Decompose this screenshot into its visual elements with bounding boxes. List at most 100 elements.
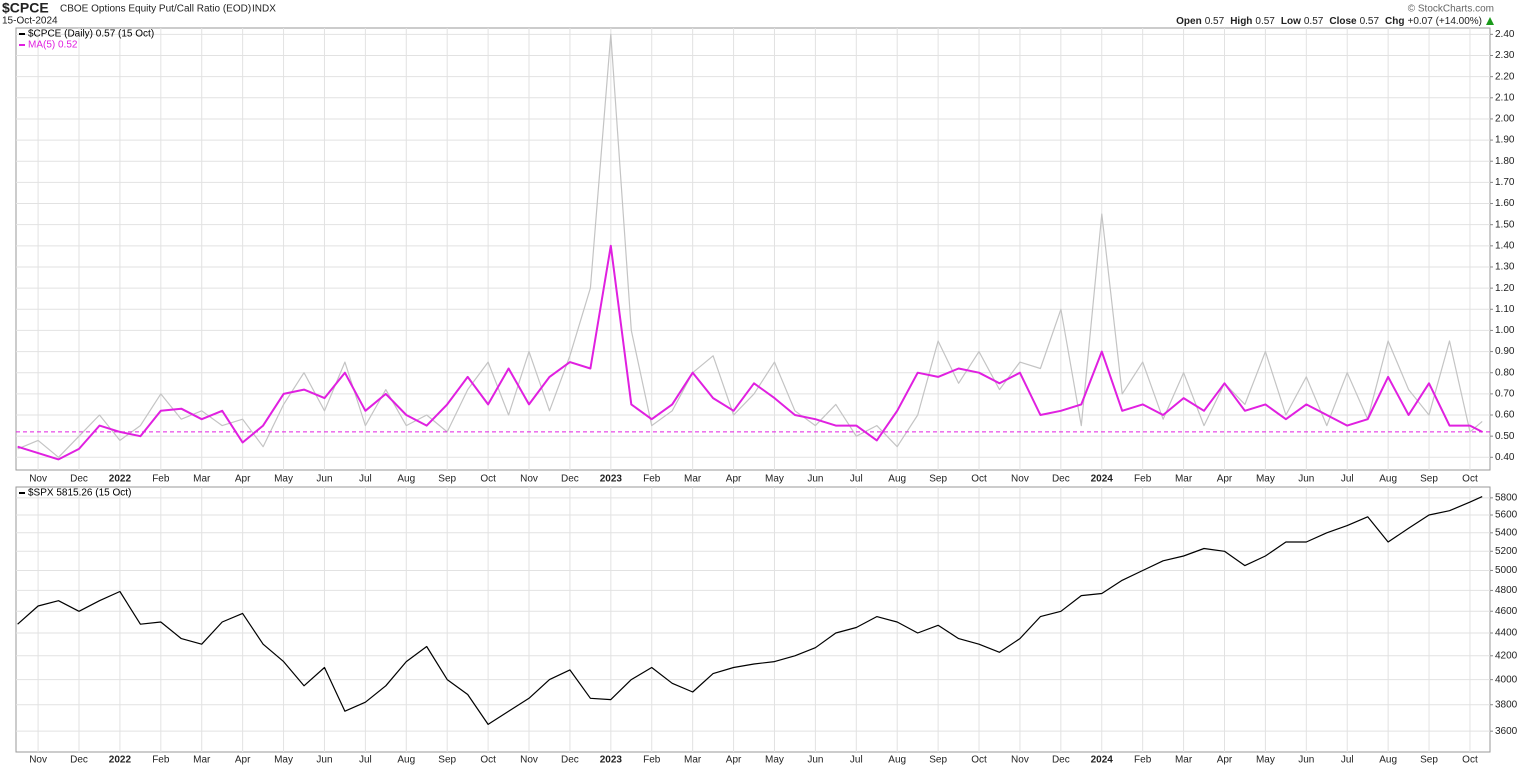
x-tick-label: Jun [1298, 474, 1314, 485]
x-tick-label: Feb [152, 474, 170, 485]
y-tick-label: 1.80 [1495, 156, 1515, 167]
x-tick-label: Apr [726, 755, 742, 766]
plot-frame [15, 486, 1491, 753]
x-tick-label: Oct [971, 474, 987, 485]
x-tick-label: Feb [152, 755, 170, 766]
x-tick-label: Oct [971, 755, 987, 766]
x-tick-label: Jul [359, 474, 372, 485]
x-tick-label: Mar [1175, 474, 1193, 485]
quote-label: Chg [1385, 16, 1404, 27]
y-tick-label: 1.40 [1495, 240, 1515, 251]
credit: © StockCharts.com [1408, 4, 1494, 15]
y-tick-label: 1.50 [1495, 219, 1515, 230]
x-tick-label: Jun [807, 755, 823, 766]
x-tick-label: May [274, 755, 293, 766]
x-tick-label: Apr [1217, 755, 1233, 766]
x-tick-label: Aug [1379, 474, 1397, 485]
x-tick-label: Mar [1175, 755, 1193, 766]
x-tick-label: May [274, 474, 293, 485]
y-tick-label: 0.50 [1495, 431, 1515, 442]
y-tick-label: 2.00 [1495, 114, 1515, 125]
x-tick-label: 2023 [600, 474, 623, 485]
y-tick-label: 3600 [1495, 726, 1518, 737]
y-tick-label: 1.20 [1495, 283, 1515, 294]
x-tick-label: 2022 [109, 474, 132, 485]
x-tick-label: Sep [438, 474, 456, 485]
series-line [17, 244, 1483, 461]
quote-label: Low [1281, 16, 1301, 27]
x-tick-label: Mar [684, 474, 702, 485]
y-tick-label: 1.60 [1495, 198, 1515, 209]
x-tick-label: May [1256, 474, 1275, 485]
x-tick-label: Sep [438, 755, 456, 766]
y-tick-label: 4000 [1495, 674, 1518, 685]
index-name: CBOE Options Equity Put/Call Ratio (EOD) [60, 4, 251, 15]
y-tick-label: 5800 [1495, 492, 1518, 503]
legend-label: MA(5) 0.52 [28, 40, 78, 51]
x-tick-label: Dec [70, 755, 88, 766]
y-tick-label: 4600 [1495, 606, 1518, 617]
x-tick-label: Mar [193, 755, 211, 766]
x-tick-label: Jun [316, 755, 332, 766]
quote-line: Open 0.57 High 0.57 Low 0.57 Close 0.57 Chg +0.07… [1176, 16, 1482, 27]
y-tick-label: 4800 [1495, 585, 1518, 596]
x-tick-label: Aug [397, 755, 415, 766]
y-tick-label: 0.70 [1495, 389, 1515, 400]
y-tick-label: 1.90 [1495, 135, 1515, 146]
x-tick-label: Nov [29, 755, 47, 766]
quote-label: Close [1329, 16, 1357, 27]
x-tick-label: Jul [850, 474, 863, 485]
plot-frame [15, 27, 1491, 471]
y-tick-label: 1.00 [1495, 325, 1515, 336]
x-tick-label: Jul [359, 755, 372, 766]
x-tick-label: Aug [888, 755, 906, 766]
y-tick-label: 0.90 [1495, 346, 1515, 357]
x-tick-label: Dec [561, 474, 579, 485]
x-tick-label: Jul [1341, 474, 1354, 485]
y-tick-label: 0.40 [1495, 452, 1515, 463]
y-tick-label: 3800 [1495, 699, 1518, 710]
series-line [17, 33, 1483, 458]
y-tick-label: 2.30 [1495, 50, 1515, 61]
quote-label: High [1230, 16, 1252, 27]
x-tick-label: Feb [643, 755, 661, 766]
x-tick-label: Feb [643, 474, 661, 485]
quote-value: 0.57 [1304, 16, 1324, 27]
y-tick-label: 4400 [1495, 628, 1518, 639]
x-tick-label: Oct [1462, 755, 1478, 766]
x-tick-label: Dec [561, 755, 579, 766]
x-tick-label: Feb [1134, 474, 1152, 485]
x-tick-label: May [765, 474, 784, 485]
y-tick-label: 2.20 [1495, 71, 1515, 82]
x-tick-label: Jun [1298, 755, 1314, 766]
x-tick-label: May [765, 755, 784, 766]
x-tick-label: Dec [1052, 755, 1070, 766]
legend-label: $CPCE (Daily) 0.57 (15 Oct) [28, 29, 154, 40]
x-tick-label: Sep [1420, 755, 1438, 766]
x-tick-label: Jul [1341, 755, 1354, 766]
y-tick-label: 5600 [1495, 510, 1518, 521]
x-tick-label: Aug [397, 474, 415, 485]
x-tick-label: Nov [1011, 755, 1029, 766]
quote: Open 0.57 High 0.57 Low 0.57 Close 0.57 Chg +0.07… [1176, 16, 1482, 27]
quote-value: 0.57 [1360, 16, 1380, 27]
exchange: INDX [252, 4, 276, 15]
y-tick-label: 2.10 [1495, 92, 1515, 103]
x-tick-label: Feb [1134, 755, 1152, 766]
up-arrow [1486, 17, 1494, 25]
x-tick-label: Mar [193, 474, 211, 485]
x-tick-label: Jun [807, 474, 823, 485]
x-tick-label: 2022 [109, 755, 132, 766]
symbol: $CPCE [2, 0, 49, 16]
y-tick-label: 0.80 [1495, 367, 1515, 378]
x-tick-label: Mar [684, 755, 702, 766]
x-tick-label: 2024 [1091, 474, 1114, 485]
y-tick-label: 0.60 [1495, 410, 1515, 421]
y-tick-label: 1.70 [1495, 177, 1515, 188]
series-line [17, 496, 1483, 725]
x-tick-label: Apr [1217, 474, 1233, 485]
x-tick-label: Apr [726, 474, 742, 485]
y-tick-label: 5400 [1495, 527, 1518, 538]
x-tick-label: Apr [235, 755, 251, 766]
